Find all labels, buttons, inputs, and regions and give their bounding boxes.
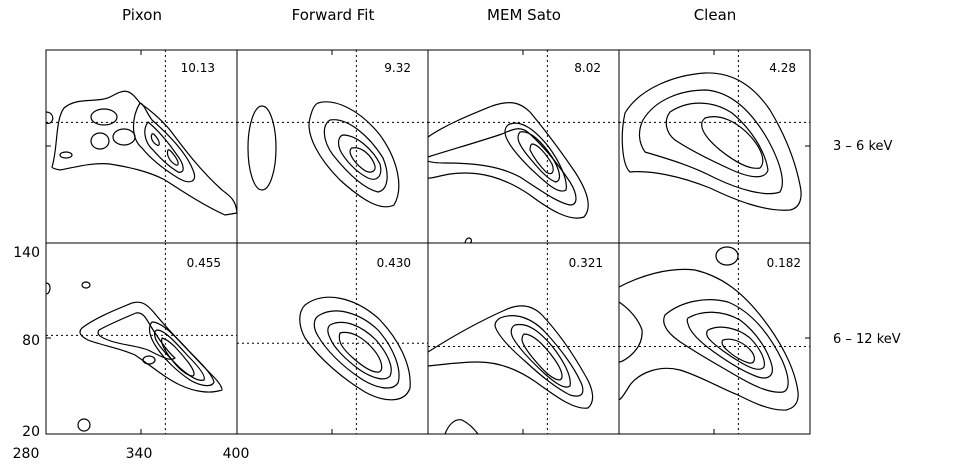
panel-value-r0-c1: 9.32 (384, 61, 411, 75)
panel-frame-r1-c0 (45, 242, 238, 435)
panel-value-r1-c0: 0.455 (187, 256, 221, 270)
contours-r0-c2 (427, 102, 589, 244)
y-tick-20: 20 (22, 424, 40, 440)
x-tick-280: 280 (13, 446, 40, 462)
contours-r0-c0 (45, 90, 238, 216)
y-tick-80: 80 (22, 333, 40, 349)
panel-value-r1-c2: 0.321 (569, 256, 603, 270)
column-title-mem-sato: MEM Sato (487, 6, 561, 24)
panel-frame-r0-c3 (618, 49, 811, 244)
panel-value-r0-c2: 8.02 (574, 61, 601, 75)
row-label-6-12-kev: 6 – 12 keV (833, 332, 901, 347)
y-tick-140: 140 (13, 245, 40, 261)
row-label-3-6-kev: 3 – 6 keV (833, 139, 893, 154)
contours-r0-c3 (621, 72, 802, 211)
contours-r1-c1 (299, 296, 411, 401)
panel-frame-r0-c0 (45, 49, 238, 244)
panel-frame-r0-c2 (427, 49, 620, 244)
contours-r1-c3 (618, 246, 799, 411)
x-tick-340: 340 (126, 446, 153, 462)
contours-r1-c0 (45, 281, 223, 432)
panel-value-r0-c0: 10.13 (181, 61, 215, 75)
contours-r1-c2 (427, 305, 594, 435)
contours-r0-c1 (247, 101, 400, 208)
column-title-forward-fit: Forward Fit (292, 6, 375, 24)
panel-value-r0-c3: 4.28 (769, 61, 796, 75)
panel-frame-r1-c1 (236, 242, 429, 435)
panel-value-r1-c3: 0.182 (767, 256, 801, 270)
x-tick-400: 400 (223, 446, 250, 462)
panel-value-r1-c1: 0.430 (377, 256, 411, 270)
panel-frame-r1-c3 (618, 242, 811, 435)
panel-frame-r0-c1 (236, 49, 429, 244)
column-title-pixon: Pixon (122, 6, 162, 24)
column-title-clean: Clean (694, 6, 737, 24)
